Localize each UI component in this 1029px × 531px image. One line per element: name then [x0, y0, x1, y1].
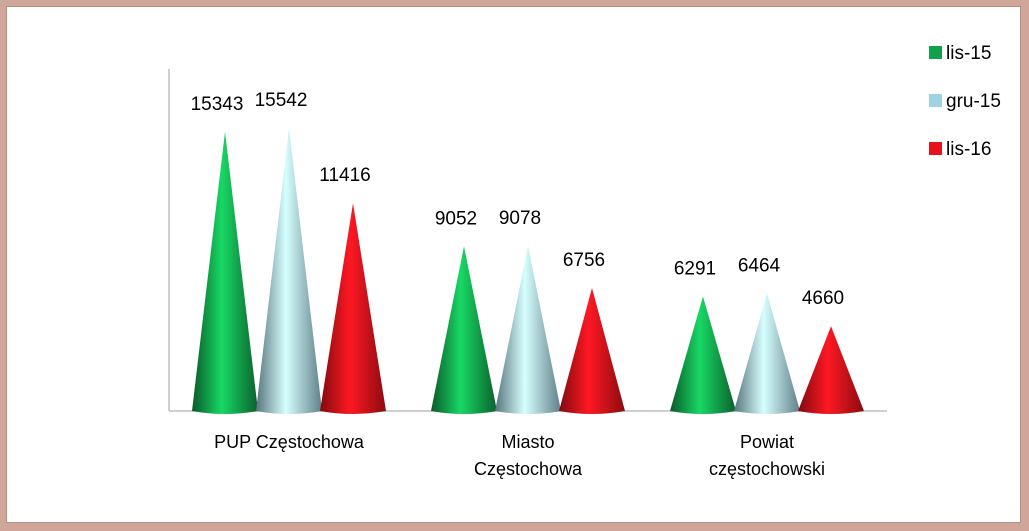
data-label: 6464 [738, 255, 781, 276]
cone [256, 128, 322, 414]
legend-swatch [929, 94, 942, 107]
x-tick-label: Powiat częstochowski [708, 432, 826, 479]
data-label: 9052 [435, 208, 477, 229]
cone [495, 245, 561, 414]
legend-swatch [929, 46, 942, 59]
data-label: 9078 [499, 208, 541, 229]
data-label: 15343 [191, 94, 244, 115]
cone [320, 203, 386, 414]
cone [192, 131, 258, 415]
cone [670, 296, 736, 414]
x-tick-label: PUP Częstochowa [214, 432, 364, 452]
data-label: 11416 [319, 165, 370, 186]
cone [798, 326, 864, 414]
data-label: 15542 [255, 90, 308, 111]
legend-label: lis-15 [946, 43, 991, 64]
cone [559, 288, 625, 414]
data-label: 6291 [674, 259, 716, 280]
chart-frame: 15343 15542 11416 9052 9078 6756 6291 6464 4660 l… [6, 6, 1021, 523]
cone [431, 246, 497, 414]
legend-label: gru-15 [946, 91, 1001, 112]
legend-label: lis-16 [946, 139, 991, 160]
chart: 15343 15542 11416 9052 9078 6756 6291 6464 4660 l… [168, 43, 1001, 415]
data-label: 4660 [802, 288, 844, 309]
legend-swatch [929, 142, 942, 155]
x-tick-label: Miasto Częstochowa [473, 432, 583, 479]
data-label: 6756 [563, 250, 605, 271]
cone [734, 293, 800, 414]
